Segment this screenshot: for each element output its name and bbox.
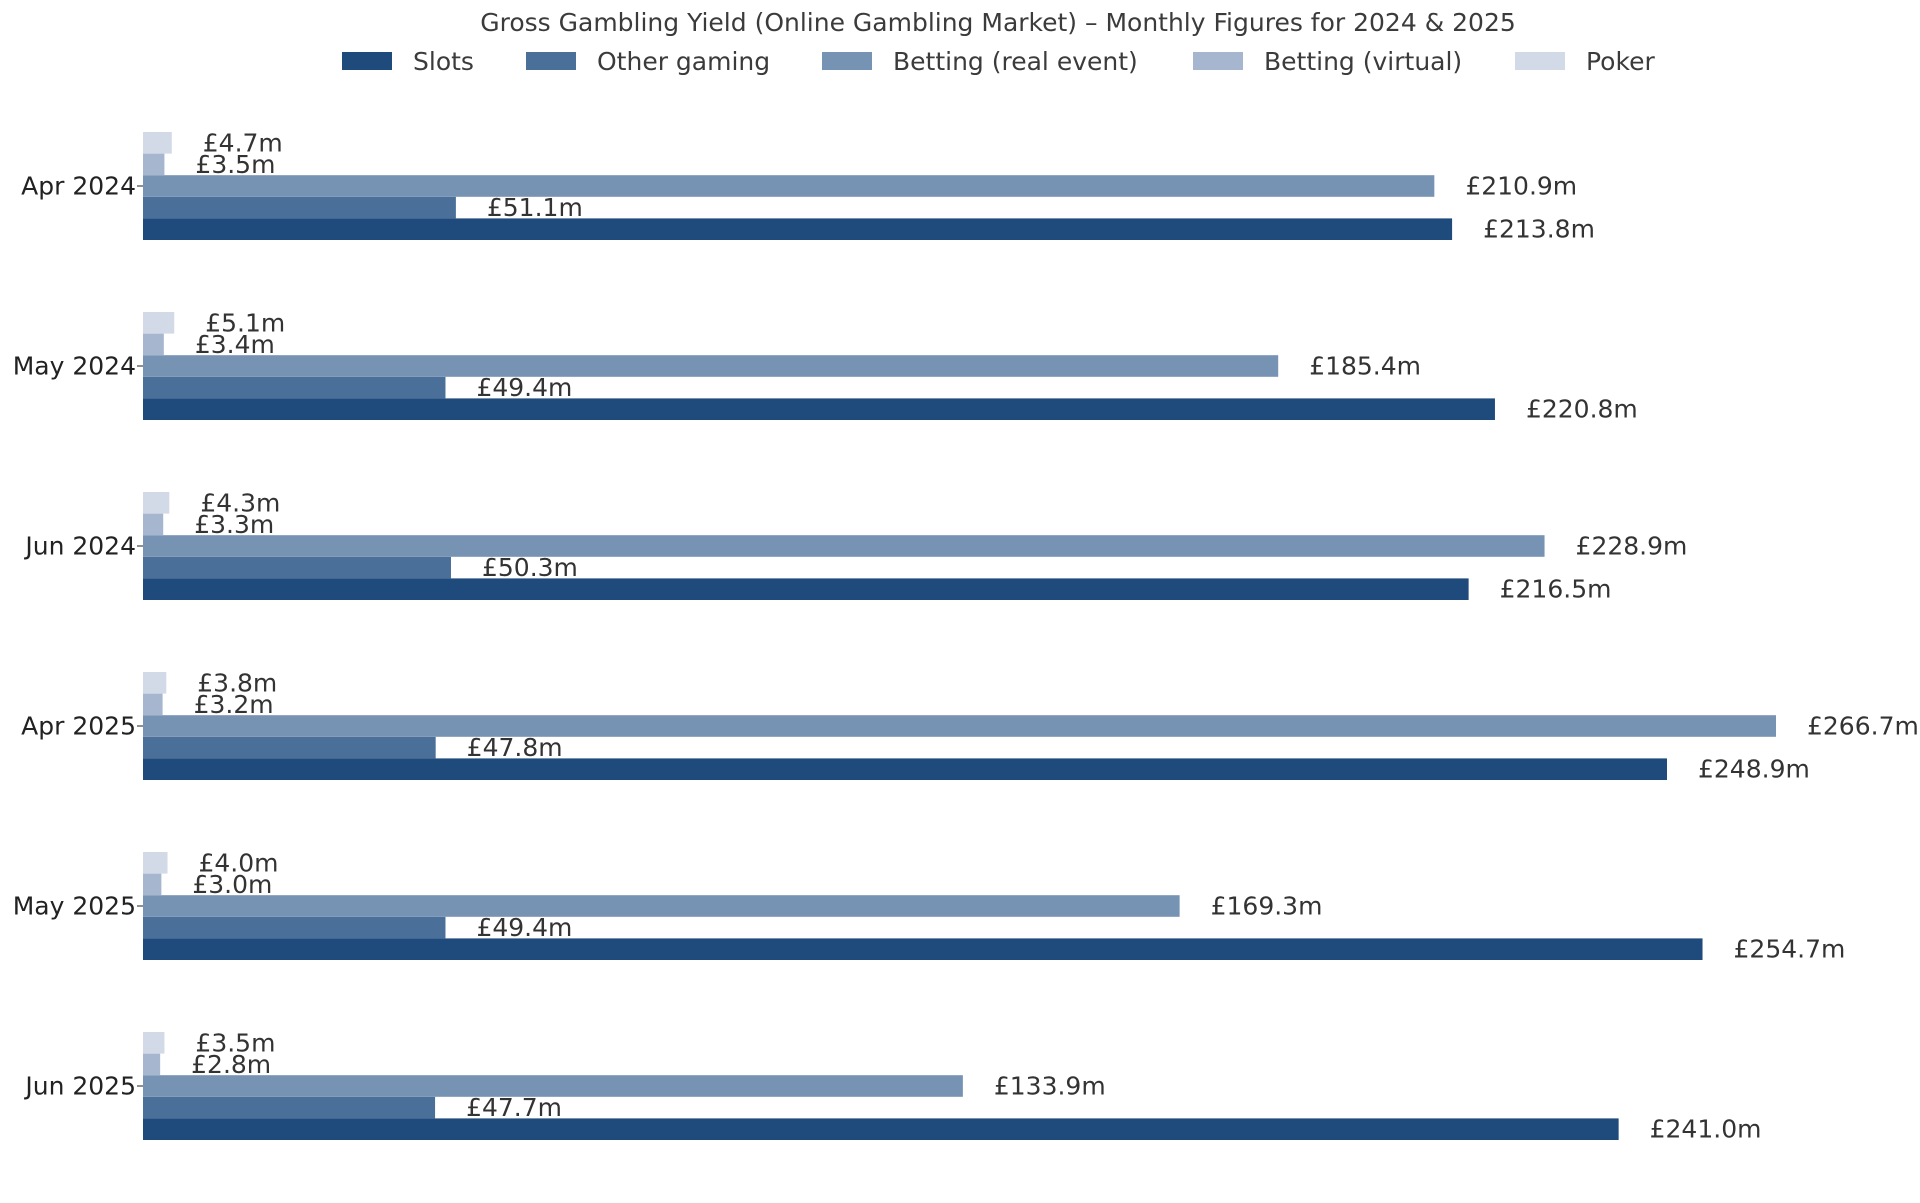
legend-label-other-gaming: Other gaming	[597, 47, 770, 76]
data-label-betting-virtual-may-2024: £3.4m	[195, 330, 275, 359]
bar-other-gaming-jun-2024	[143, 556, 451, 579]
bar-betting-virtual-apr-2025	[143, 693, 163, 716]
bar-poker-jun-2025	[143, 1032, 165, 1054]
legend-swatch-betting-real-event	[822, 52, 872, 70]
legend-label-betting-real-event: Betting (real event)	[893, 47, 1138, 76]
y-axis: Apr 2024 May 2024 Jun 2024 Apr 2025 May 2025…	[13, 172, 143, 1101]
legend-swatch-other-gaming	[526, 52, 576, 70]
bar-labels: £213.8m£51.1m£210.9m£3.5m£4.7m£220.8m£49…	[191, 128, 1919, 1143]
bar-slots-apr-2025	[143, 758, 1668, 780]
data-label-betting-virtual-may-2025: £3.0m	[192, 870, 272, 899]
y-tick-label-jun-2025: Jun 2025	[23, 1072, 136, 1101]
legend-swatch-poker	[1515, 52, 1565, 70]
data-label-slots-may-2024: £220.8m	[1526, 395, 1638, 424]
bar-betting-real-event-apr-2024	[143, 175, 1435, 197]
legend-swatch-betting-virtual	[1193, 52, 1243, 70]
data-label-poker-apr-2024: £4.7m	[203, 128, 283, 157]
data-label-betting-real-event-apr-2025: £266.7m	[1807, 712, 1919, 741]
y-tick-label-apr-2024: Apr 2024	[21, 172, 136, 201]
bar-betting-real-event-apr-2025	[143, 715, 1776, 737]
data-label-other-gaming-apr-2025: £47.8m	[467, 733, 563, 762]
data-label-poker-may-2025: £4.0m	[198, 848, 278, 877]
data-label-slots-may-2025: £254.7m	[1734, 935, 1846, 964]
legend-label-slots: Slots	[413, 47, 474, 76]
bar-betting-real-event-may-2025	[143, 895, 1180, 917]
data-label-other-gaming-apr-2024: £51.1m	[487, 193, 583, 222]
legend-swatch-slots	[342, 52, 392, 70]
data-label-other-gaming-jun-2024: £50.3m	[482, 553, 578, 582]
y-tick-label-apr-2025: Apr 2025	[21, 712, 136, 741]
bar-other-gaming-apr-2025	[143, 736, 436, 759]
bar-slots-jun-2024	[143, 578, 1469, 600]
bar-other-gaming-jun-2025	[143, 1096, 436, 1119]
data-label-slots-apr-2025: £248.9m	[1698, 755, 1810, 784]
data-label-betting-virtual-jun-2025: £2.8m	[191, 1050, 271, 1079]
y-tick-label-may-2025: May 2025	[13, 892, 136, 921]
bar-betting-virtual-may-2024	[143, 333, 164, 356]
bar-slots-apr-2024	[143, 218, 1453, 240]
data-label-other-gaming-jun-2025: £47.7m	[466, 1093, 562, 1122]
bar-betting-virtual-jun-2024	[143, 513, 164, 536]
data-label-slots-jun-2025: £241.0m	[1650, 1115, 1762, 1144]
data-label-poker-jun-2025: £3.5m	[195, 1028, 275, 1057]
chart-title: Gross Gambling Yield (Online Gambling Ma…	[480, 8, 1516, 37]
bar-poker-may-2024	[143, 312, 175, 334]
bar-slots-jun-2025	[143, 1118, 1619, 1140]
data-label-betting-real-event-may-2025: £169.3m	[1211, 892, 1323, 921]
bar-poker-apr-2024	[143, 132, 172, 154]
data-label-other-gaming-may-2024: £49.4m	[476, 373, 572, 402]
bar-other-gaming-may-2025	[143, 916, 446, 939]
bar-slots-may-2024	[143, 398, 1495, 420]
bar-betting-real-event-jun-2025	[143, 1075, 963, 1097]
legend-label-poker: Poker	[1586, 47, 1655, 76]
data-label-betting-real-event-apr-2024: £210.9m	[1465, 172, 1577, 201]
bar-betting-virtual-jun-2025	[143, 1053, 161, 1076]
bar-slots-may-2025	[143, 938, 1703, 960]
bar-betting-real-event-may-2024	[143, 355, 1279, 377]
data-label-other-gaming-may-2025: £49.4m	[476, 913, 572, 942]
legend: Slots Other gaming Betting (real event) Bet…	[342, 47, 1655, 76]
data-label-slots-jun-2024: £216.5m	[1500, 575, 1612, 604]
data-label-betting-virtual-jun-2024: £3.3m	[194, 510, 274, 539]
bars	[143, 132, 1776, 1140]
data-label-poker-jun-2024: £4.3m	[200, 488, 280, 517]
bar-betting-virtual-may-2025	[143, 873, 162, 896]
bar-poker-jun-2024	[143, 492, 170, 514]
data-label-betting-virtual-apr-2024: £3.5m	[195, 150, 275, 179]
bar-other-gaming-apr-2024	[143, 196, 456, 219]
data-label-betting-real-event-jun-2024: £228.9m	[1576, 532, 1688, 561]
bar-other-gaming-may-2024	[143, 376, 446, 399]
data-label-betting-virtual-apr-2025: £3.2m	[194, 690, 274, 719]
bar-poker-apr-2025	[143, 672, 167, 694]
data-label-betting-real-event-may-2024: £185.4m	[1309, 352, 1421, 381]
data-label-slots-apr-2024: £213.8m	[1483, 215, 1595, 244]
data-label-betting-real-event-jun-2025: £133.9m	[994, 1072, 1106, 1101]
data-label-poker-apr-2025: £3.8m	[197, 668, 277, 697]
bar-betting-real-event-jun-2024	[143, 535, 1545, 557]
bar-poker-may-2025	[143, 852, 168, 874]
legend-label-betting-virtual: Betting (virtual)	[1264, 47, 1462, 76]
bar-betting-virtual-apr-2024	[143, 153, 165, 176]
y-tick-label-jun-2024: Jun 2024	[23, 532, 136, 561]
data-label-poker-may-2024: £5.1m	[205, 308, 285, 337]
y-tick-label-may-2024: May 2024	[13, 352, 136, 381]
